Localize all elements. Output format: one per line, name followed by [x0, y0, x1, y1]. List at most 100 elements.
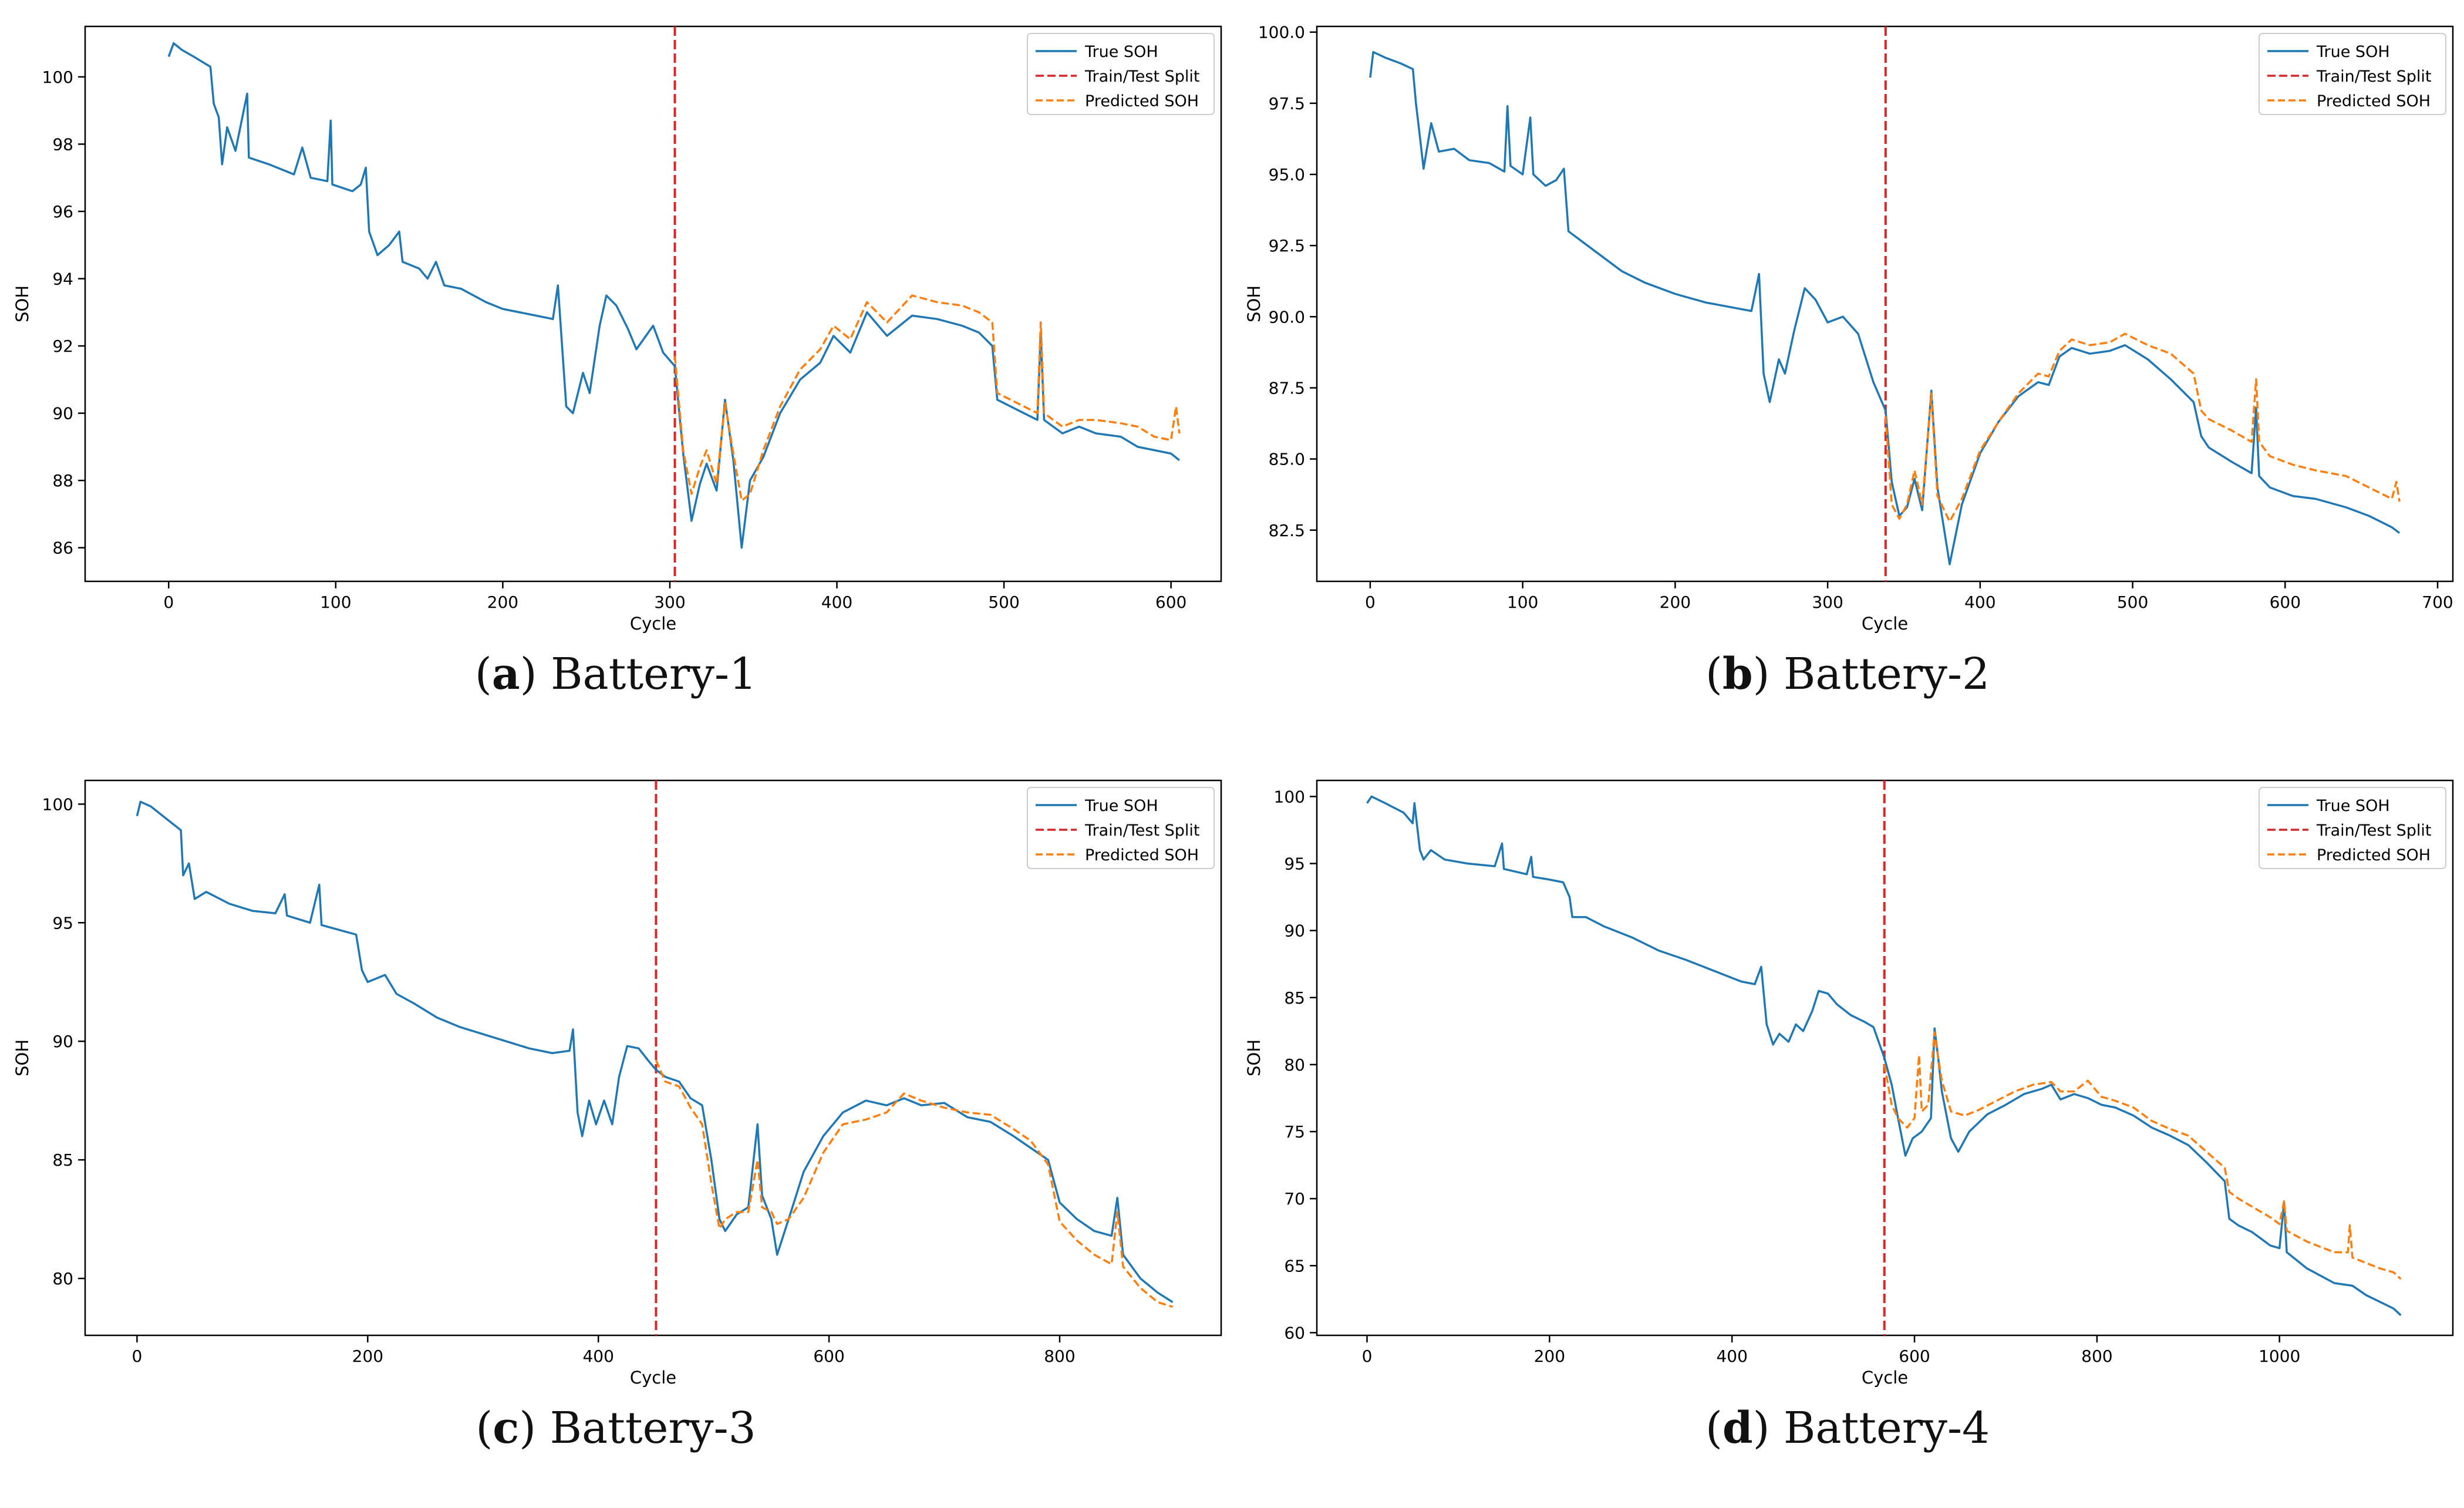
x-tick-label: 400 — [1716, 1347, 1747, 1366]
true-soh-line — [136, 800, 1174, 1303]
y-tick-label: 98 — [52, 134, 73, 154]
caption-text: Battery-2 — [1784, 649, 1990, 699]
y-tick-label: 95 — [1284, 854, 1305, 874]
x-tick-label: 800 — [2081, 1347, 2112, 1366]
true-soh-line — [1366, 795, 2402, 1317]
plot-area — [84, 25, 1222, 583]
y-tick-label: 94 — [52, 270, 73, 289]
y-tick-label: 90 — [52, 404, 73, 423]
y-tick-label: 97.5 — [1269, 94, 1305, 113]
true-soh-line — [1369, 51, 2401, 566]
y-tick-label: 100 — [42, 68, 73, 87]
x-tick-label: 600 — [1155, 593, 1187, 612]
legend-label: Predicted SOH — [1085, 92, 1199, 110]
x-tick-label: 0 — [163, 593, 174, 612]
caption-text: Battery-3 — [550, 1403, 756, 1453]
y-axis-label: SOH — [12, 1039, 32, 1076]
y-tick-label: 95 — [52, 913, 73, 933]
legend-box — [2259, 33, 2446, 115]
y-axis-label: SOH — [12, 285, 32, 322]
x-tick-label: 400 — [582, 1347, 614, 1366]
x-tick-label: 100 — [1507, 593, 1538, 612]
x-tick-label: 1000 — [2259, 1347, 2300, 1366]
x-tick-label: 200 — [1534, 1347, 1565, 1366]
y-tick-label: 87.5 — [1269, 378, 1305, 398]
y-tick-label: 95.0 — [1269, 165, 1305, 184]
legend-label: Train/Test Split — [1084, 68, 1200, 86]
predicted-soh-line — [655, 1059, 1174, 1308]
caption-letter: c — [493, 1403, 520, 1453]
x-tick-label: 600 — [1899, 1347, 1930, 1366]
caption-letter: a — [491, 649, 520, 699]
panel-a: 0 100 200 300 400 500 600 86 88 90 92 94 96 98 100 Cycl… — [0, 0, 1232, 699]
y-tick-label: 90 — [1284, 921, 1305, 941]
y-tick-label: 86 — [52, 538, 73, 558]
y-tick-label: 100 — [42, 795, 73, 814]
x-tick-label: 0 — [1365, 593, 1376, 612]
x-tick-label: 400 — [821, 593, 852, 612]
chart-caption: (d) Battery-4 — [1705, 1403, 1990, 1453]
x-axis-label: Cycle — [630, 614, 676, 634]
x-tick-label: 600 — [2270, 593, 2301, 612]
x-tick-label: 200 — [352, 1347, 383, 1366]
legend-label: Train/Test Split — [2316, 68, 2432, 86]
y-axis-label: SOH — [1244, 1039, 1264, 1076]
y-tick-label: 90.0 — [1269, 307, 1305, 326]
x-axis-label: Cycle — [1862, 1368, 1908, 1388]
x-tick-label: 0 — [132, 1347, 142, 1366]
legend-label: Train/Test Split — [1084, 822, 1200, 840]
x-axis-label: Cycle — [630, 1368, 676, 1388]
legend-label: True SOH — [1084, 43, 1158, 61]
x-tick-label: 400 — [1964, 593, 1996, 612]
y-tick-label: 85.0 — [1269, 450, 1305, 469]
panel-c: 0 200 400 600 800 80 85 90 95 100 Cycle SOH True SOH… — [0, 754, 1232, 1453]
y-tick-label: 100.0 — [1258, 23, 1305, 42]
y-tick-label: 85 — [1284, 988, 1305, 1008]
legend-box — [2259, 787, 2446, 869]
x-tick-label: 700 — [2422, 593, 2453, 612]
soh-chart: 0 100 200 300 400 500 600 700 82.5 85.0 87.5 90.0 92… — [1244, 23, 2454, 634]
caption-letter: b — [1722, 649, 1753, 699]
x-tick-label: 500 — [988, 593, 1019, 612]
chart-caption: (a) Battery-1 — [474, 649, 757, 699]
caption-text: Battery-4 — [1784, 1403, 1990, 1453]
legend-label: True SOH — [2316, 43, 2390, 61]
y-tick-label: 80 — [52, 1269, 73, 1288]
y-tick-label: 82.5 — [1269, 521, 1305, 540]
legend-box — [1027, 33, 1215, 115]
x-tick-label: 600 — [813, 1347, 844, 1366]
caption-text: Battery-1 — [551, 649, 757, 699]
legend-box — [1027, 787, 1215, 869]
y-tick-label: 92 — [52, 336, 73, 356]
plot-area — [84, 779, 1222, 1337]
legend-label: Predicted SOH — [2317, 846, 2431, 864]
y-tick-label: 65 — [1284, 1256, 1305, 1275]
y-tick-label: 90 — [52, 1032, 73, 1051]
y-tick-label: 100 — [1274, 787, 1305, 806]
y-tick-label: 80 — [1284, 1055, 1305, 1075]
y-tick-label: 60 — [1284, 1323, 1305, 1342]
caption-letter: d — [1722, 1403, 1753, 1453]
x-tick-label: 100 — [320, 593, 351, 612]
predicted-soh-line — [1885, 332, 2401, 523]
x-tick-label: 200 — [1660, 593, 1691, 612]
legend-label: Predicted SOH — [1085, 846, 1199, 864]
y-tick-label: 92.5 — [1269, 236, 1305, 255]
true-soh-line — [167, 42, 1180, 549]
predicted-soh-line — [673, 294, 1181, 502]
x-tick-label: 800 — [1044, 1347, 1075, 1366]
y-tick-label: 88 — [52, 471, 73, 490]
y-tick-label: 75 — [1284, 1122, 1305, 1142]
panel-b: 0 100 200 300 400 500 600 700 82.5 85.0 87.5 90.0 92… — [1232, 0, 2463, 699]
panel-d: 0 200 400 600 800 1000 60 65 70 75 80 85 90 95 100 Cycl… — [1232, 754, 2463, 1453]
soh-chart: 0 200 400 600 800 1000 60 65 70 75 80 85 90 95 100 Cycl… — [1244, 779, 2454, 1388]
y-tick-label: 85 — [52, 1150, 73, 1170]
y-axis-label: SOH — [1244, 285, 1264, 322]
y-tick-label: 70 — [1284, 1189, 1305, 1209]
soh-chart: 0 200 400 600 800 80 85 90 95 100 Cycle SOH True SOH… — [12, 779, 1222, 1388]
x-tick-label: 300 — [654, 593, 685, 612]
x-tick-label: 200 — [487, 593, 518, 612]
legend-label: Train/Test Split — [2316, 822, 2432, 840]
soh-chart: 0 100 200 300 400 500 600 86 88 90 92 94 96 98 100 Cycl… — [12, 25, 1222, 634]
predicted-soh-line — [1883, 1031, 2402, 1280]
